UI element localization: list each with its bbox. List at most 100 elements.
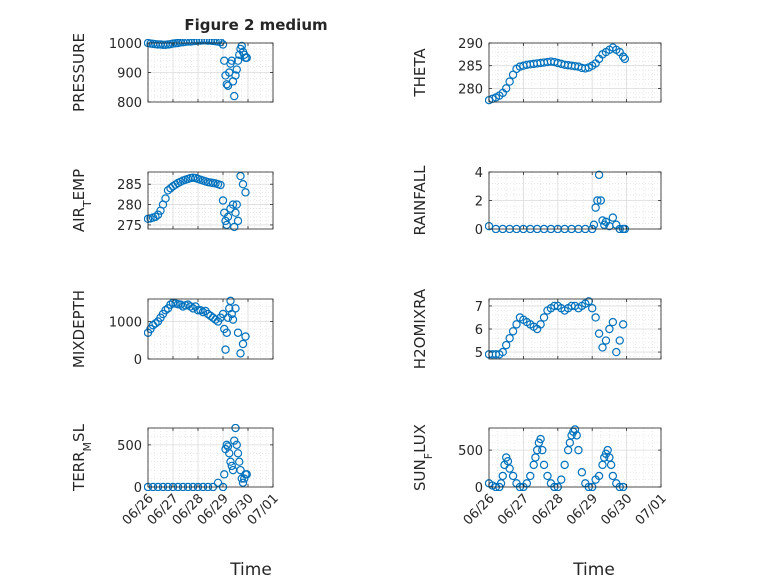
data-point (612, 347, 621, 357)
data-point (615, 336, 624, 345)
axes-box (488, 42, 662, 103)
data-point (560, 460, 569, 470)
y-tick-label: 2 (475, 195, 483, 210)
subplot-mixdepth: 0 1000 MIXDEPTH (70, 290, 274, 368)
data-point (574, 445, 583, 455)
data-point (608, 317, 618, 327)
data-series (144, 171, 250, 232)
x-tick-label: 06/27 (495, 491, 532, 528)
y-tick-label: 275 (117, 219, 142, 234)
data-point (238, 180, 248, 189)
data-point (226, 457, 235, 466)
data-point (196, 306, 205, 315)
data-point (618, 52, 628, 61)
data-point (222, 220, 231, 230)
y-axis-label: SUNFLUX (411, 424, 435, 491)
y-tick-label: 0 (475, 223, 483, 238)
data-point (608, 213, 618, 222)
y-tick-label: 6 (475, 323, 483, 338)
data-point (538, 445, 547, 455)
data-point (222, 440, 231, 450)
data-point (218, 196, 228, 205)
x-tick-label: 07/01 (633, 491, 670, 528)
data-point (594, 329, 604, 338)
data-point (512, 320, 521, 329)
data-point (498, 471, 507, 481)
x-tick-label: 06/28 (530, 491, 567, 528)
data-point (241, 332, 250, 341)
data-point (240, 474, 249, 483)
subplot-h2omixra: 5 6 7 H2OMIXRA (411, 288, 662, 369)
data-point (618, 320, 628, 329)
data-point (237, 41, 246, 51)
data-point (601, 336, 611, 345)
y-axis-label: H2OMIXRA (411, 288, 429, 369)
data-point (231, 304, 240, 313)
data-point (151, 319, 160, 328)
data-point (539, 313, 549, 322)
data-point (161, 194, 170, 203)
data-point (226, 204, 235, 213)
y-tick-label: 1000 (109, 37, 142, 52)
y-tick-label: 285 (458, 60, 483, 75)
data-point (620, 54, 630, 64)
axes-box (147, 298, 274, 360)
data-point (557, 475, 566, 484)
data-point (543, 471, 552, 481)
data-point (236, 465, 245, 475)
data-point (505, 334, 514, 343)
data-point (235, 457, 244, 466)
data-point (236, 171, 245, 181)
axes-box (488, 427, 662, 488)
data-point (589, 220, 599, 229)
plot-area (148, 428, 273, 487)
data-point (598, 343, 607, 352)
data-point (228, 200, 238, 209)
x-axis-label-right: Time (572, 560, 615, 580)
y-tick-label: 500 (458, 444, 483, 459)
x-tick-label: 06/26 (461, 491, 498, 528)
y-tick-label: 280 (458, 82, 483, 97)
data-point (233, 449, 243, 458)
data-point (605, 324, 614, 334)
x-axis-label-left: Time (229, 560, 272, 580)
y-tick-label: 0 (475, 481, 483, 496)
data-point (508, 327, 518, 336)
data-point (227, 56, 236, 65)
data-point (228, 315, 238, 324)
data-point (238, 339, 248, 349)
data-point (594, 170, 604, 180)
y-tick-label: 0 (134, 353, 142, 368)
data-series (144, 296, 250, 358)
data-point (591, 313, 600, 322)
data-point (163, 186, 173, 195)
subplot-terr-msl: 050006/2606/2706/2806/2906/3007/01TERRMS… (70, 423, 282, 528)
y-tick-label: 290 (458, 37, 483, 52)
data-point (505, 464, 514, 473)
data-point (241, 188, 250, 197)
y-tick-label: 1000 (109, 316, 142, 331)
data-point (151, 212, 160, 221)
data-point (606, 460, 616, 470)
data-point (211, 315, 220, 324)
y-tick-label: 4 (475, 166, 483, 181)
data-point (188, 304, 198, 313)
y-tick-label: 800 (117, 96, 142, 111)
data-point (230, 91, 239, 101)
data-point (186, 302, 195, 311)
data-point (222, 328, 231, 337)
data-point (505, 77, 514, 86)
subplot-theta: 280 285 290 THETA (411, 37, 662, 105)
data-point (221, 216, 230, 226)
data-point (216, 180, 225, 190)
y-axis-label: THETA (411, 48, 429, 98)
data-point (233, 216, 243, 226)
y-axis-label: TERRMSL (70, 423, 94, 492)
data-point (231, 208, 240, 217)
data-point (570, 425, 580, 434)
data-point (223, 81, 233, 90)
data-point (596, 196, 606, 205)
data-point (539, 460, 549, 470)
data-point (220, 470, 229, 479)
